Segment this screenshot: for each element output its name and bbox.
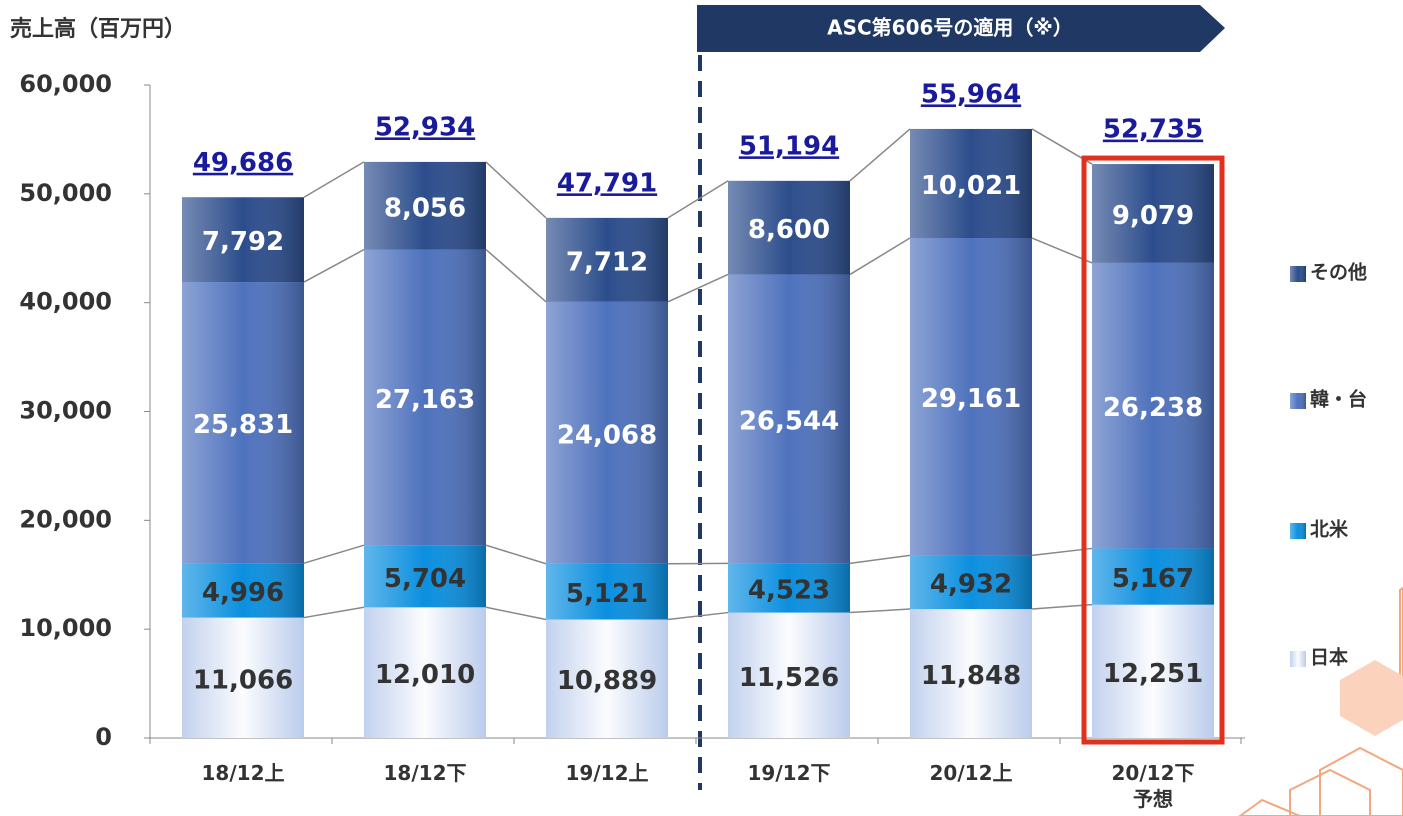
bar-shine <box>364 607 486 738</box>
connector-line <box>849 237 911 276</box>
value-label: 29,161 <box>921 384 1021 414</box>
bar-shine <box>910 555 1032 610</box>
bar-shine <box>364 161 486 250</box>
bar-shine <box>364 545 486 608</box>
y-tick-label: 10,000 <box>19 614 112 642</box>
bar-shine <box>910 609 1032 738</box>
value-label: 5,704 <box>384 564 466 594</box>
total-label: 51,194 <box>739 131 839 161</box>
x-tick-label: 20/12上 <box>929 761 1013 785</box>
legend-label: 韓・台 <box>1310 388 1367 411</box>
bar-shine <box>546 563 668 620</box>
y-tick-label: 0 <box>95 723 112 751</box>
connector-line <box>485 161 547 219</box>
legend-shine <box>1290 651 1306 667</box>
x-tick-label: 18/12下 <box>383 761 467 785</box>
bar-shine <box>546 619 668 738</box>
highlight-box <box>1081 155 1225 745</box>
total-label: 49,686 <box>193 148 293 178</box>
value-label: 8,056 <box>384 193 466 223</box>
y-tick-label: 40,000 <box>19 288 112 316</box>
connector-line <box>667 180 729 219</box>
banner-text: ASC第606号の適用（※） <box>827 16 1073 40</box>
x-tick-label: 20/12下 予想 <box>1111 761 1195 811</box>
bar-shine <box>1092 604 1214 738</box>
legend-label: 北米 <box>1310 518 1349 541</box>
chart-title: 売上高（百万円） <box>10 16 186 42</box>
bar-shine <box>182 563 304 618</box>
connector-line <box>849 128 911 182</box>
value-label: 11,526 <box>739 663 839 693</box>
value-label: 25,831 <box>193 410 293 440</box>
bar-shine <box>728 274 850 564</box>
banner <box>697 5 1225 52</box>
value-label: 7,792 <box>202 227 284 257</box>
legend-label: その他 <box>1310 261 1367 284</box>
value-label: 11,848 <box>921 661 1021 691</box>
value-label: 26,544 <box>739 406 839 436</box>
bar-shine <box>364 249 486 546</box>
bar-shine <box>728 612 850 738</box>
value-label: 10,021 <box>921 171 1021 201</box>
bar-shine <box>910 238 1032 556</box>
total-label: 55,964 <box>921 79 1021 109</box>
value-label: 8,600 <box>748 215 830 245</box>
bar-shine <box>728 180 850 275</box>
connector-line <box>485 606 547 621</box>
bar-shine <box>182 617 304 738</box>
value-label: 11,066 <box>193 665 293 695</box>
bar-shine <box>546 217 668 302</box>
connector-line <box>849 608 911 614</box>
bar-shine <box>910 128 1032 239</box>
x-tick-label: 19/12下 <box>747 761 831 785</box>
y-tick-label: 20,000 <box>19 505 112 533</box>
connector-line <box>303 161 365 198</box>
connector-line <box>303 606 365 619</box>
value-label: 12,010 <box>375 660 475 690</box>
total-label: 47,791 <box>557 168 657 198</box>
legend-shine <box>1290 523 1306 539</box>
bar-shine <box>1092 548 1214 605</box>
bar-shine <box>728 563 850 613</box>
connector-line <box>485 544 547 565</box>
legend-label: 日本 <box>1310 646 1348 669</box>
bar-shine <box>1092 164 1214 263</box>
connector-line <box>667 611 729 621</box>
value-label: 7,712 <box>566 247 648 277</box>
y-tick-label: 50,000 <box>19 179 112 207</box>
x-tick-label: 19/12上 <box>565 761 649 785</box>
y-tick-label: 30,000 <box>19 397 112 425</box>
y-tick-label: 60,000 <box>19 70 112 98</box>
value-label: 4,932 <box>930 570 1012 600</box>
total-label: 52,934 <box>375 112 475 142</box>
decoration <box>1238 586 1403 816</box>
bar-shine <box>182 197 304 283</box>
value-label: 9,079 <box>1112 201 1194 231</box>
value-label: 26,238 <box>1103 393 1203 423</box>
connector-line <box>485 249 547 303</box>
value-label: 10,889 <box>557 666 657 696</box>
connector-line <box>849 554 911 565</box>
bar-shine <box>1092 262 1214 549</box>
connector-line <box>303 248 365 283</box>
bar-shine <box>546 301 668 564</box>
value-label: 5,121 <box>566 579 648 609</box>
legend-shine <box>1290 393 1306 409</box>
connector-line <box>303 544 365 564</box>
bar-shine <box>182 282 304 564</box>
value-label: 4,996 <box>202 578 284 608</box>
value-label: 12,251 <box>1103 659 1203 689</box>
value-label: 5,167 <box>1112 564 1194 594</box>
value-label: 24,068 <box>557 420 657 450</box>
value-label: 27,163 <box>375 385 475 415</box>
connector-line <box>667 273 729 303</box>
x-tick-label: 18/12上 <box>201 761 285 785</box>
total-label: 52,735 <box>1103 115 1203 145</box>
legend-shine <box>1290 266 1306 282</box>
value-label: 4,523 <box>748 575 830 605</box>
